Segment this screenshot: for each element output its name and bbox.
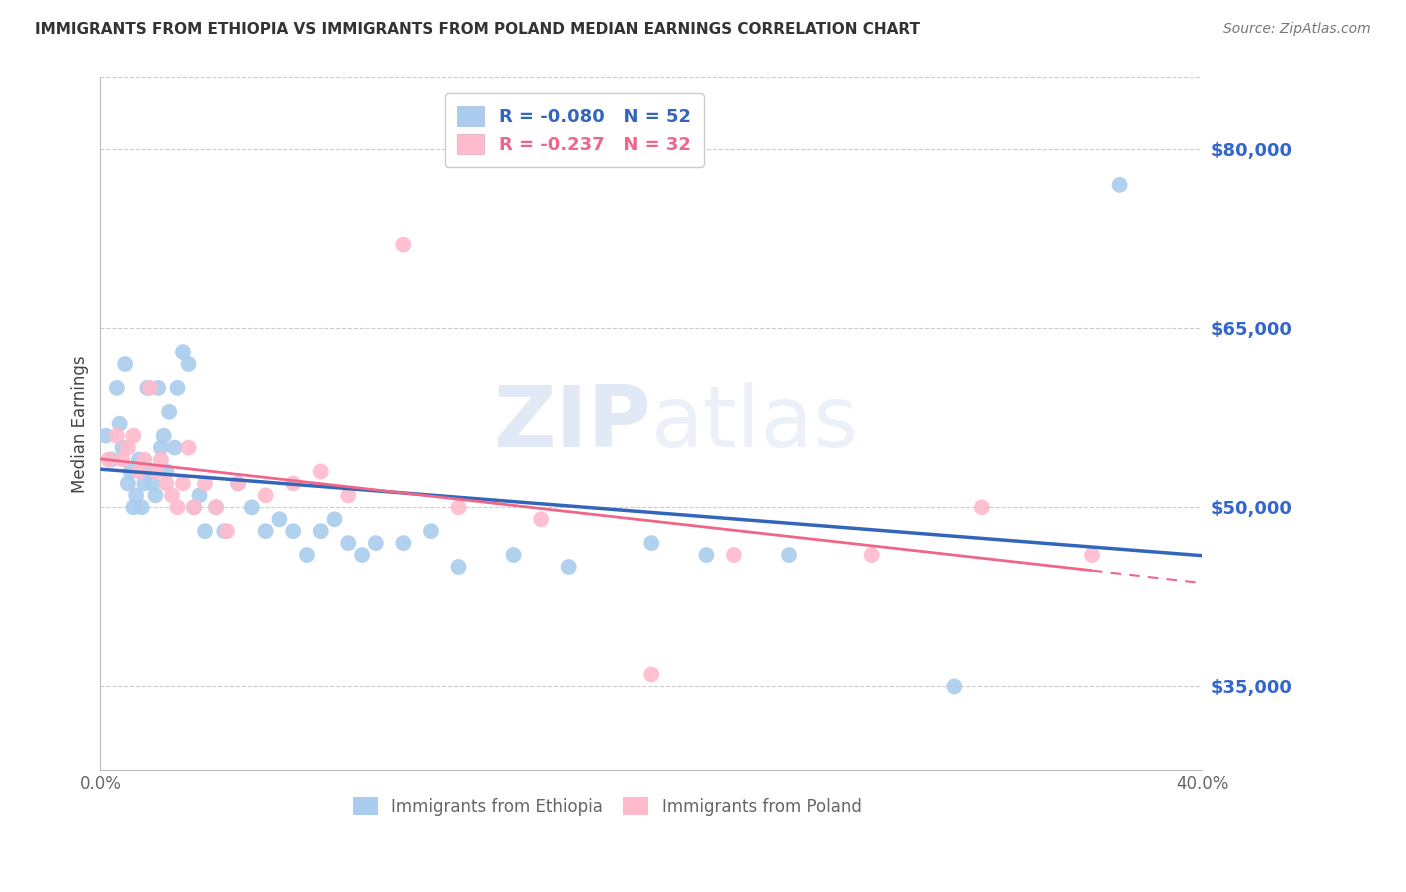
Y-axis label: Median Earnings: Median Earnings: [72, 355, 89, 492]
Point: [100, 452, 122, 467]
Point: [105, 381, 128, 395]
Point: [145, 488, 167, 502]
Point: [188, 488, 211, 502]
Point: [183, 500, 205, 515]
Point: [502, 548, 524, 562]
Text: Source: ZipAtlas.com: Source: ZipAtlas.com: [1223, 22, 1371, 37]
Point: [1081, 548, 1104, 562]
Point: [177, 441, 200, 455]
Point: [309, 465, 332, 479]
Point: [269, 512, 291, 526]
Point: [194, 476, 217, 491]
Point: [323, 512, 346, 526]
Point: [1108, 178, 1130, 192]
Point: [128, 465, 150, 479]
Point: [530, 512, 553, 526]
Text: IMMIGRANTS FROM ETHIOPIA VS IMMIGRANTS FROM POLAND MEDIAN EARNINGS CORRELATION C: IMMIGRANTS FROM ETHIOPIA VS IMMIGRANTS F…: [35, 22, 920, 37]
Point: [205, 500, 228, 515]
Point: [122, 500, 145, 515]
Point: [226, 476, 249, 491]
Point: [226, 476, 249, 491]
Point: [136, 381, 159, 395]
Point: [392, 536, 415, 550]
Point: [172, 476, 194, 491]
Point: [640, 667, 662, 681]
Point: [309, 524, 332, 538]
Point: [447, 560, 470, 574]
Point: [111, 441, 134, 455]
Point: [149, 441, 172, 455]
Point: [114, 357, 136, 371]
Point: [337, 536, 360, 550]
Point: [111, 452, 134, 467]
Point: [214, 524, 236, 538]
Point: [240, 500, 263, 515]
Point: [94, 428, 117, 442]
Point: [943, 680, 966, 694]
Text: ZIP: ZIP: [494, 382, 651, 466]
Point: [148, 381, 170, 395]
Point: [120, 465, 142, 479]
Point: [163, 441, 186, 455]
Point: [557, 560, 579, 574]
Point: [166, 500, 188, 515]
Point: [723, 548, 745, 562]
Legend: Immigrants from Ethiopia, Immigrants from Poland: Immigrants from Ethiopia, Immigrants fro…: [344, 789, 870, 824]
Point: [337, 488, 360, 502]
Point: [117, 476, 139, 491]
Point: [970, 500, 993, 515]
Point: [105, 428, 128, 442]
Point: [142, 476, 165, 491]
Point: [155, 465, 177, 479]
Point: [352, 548, 374, 562]
Point: [134, 452, 156, 467]
Point: [447, 500, 470, 515]
Text: atlas: atlas: [651, 382, 859, 466]
Point: [177, 357, 200, 371]
Point: [149, 452, 172, 467]
Point: [295, 548, 318, 562]
Point: [108, 417, 131, 431]
Point: [160, 488, 183, 502]
Point: [205, 500, 228, 515]
Point: [131, 500, 153, 515]
Point: [419, 524, 441, 538]
Point: [364, 536, 387, 550]
Point: [152, 428, 174, 442]
Point: [157, 405, 180, 419]
Point: [139, 465, 162, 479]
Point: [778, 548, 800, 562]
Point: [125, 488, 148, 502]
Point: [254, 488, 277, 502]
Point: [117, 441, 139, 455]
Point: [640, 536, 662, 550]
Point: [194, 524, 217, 538]
Point: [155, 476, 177, 491]
Point: [139, 381, 162, 395]
Point: [166, 381, 188, 395]
Point: [283, 476, 305, 491]
Point: [183, 500, 205, 515]
Point: [122, 428, 145, 442]
Point: [128, 452, 150, 467]
Point: [172, 345, 194, 359]
Point: [695, 548, 717, 562]
Point: [254, 524, 277, 538]
Point: [217, 524, 239, 538]
Point: [392, 237, 415, 252]
Point: [134, 476, 156, 491]
Point: [860, 548, 883, 562]
Point: [283, 524, 305, 538]
Point: [145, 465, 167, 479]
Point: [97, 452, 120, 467]
